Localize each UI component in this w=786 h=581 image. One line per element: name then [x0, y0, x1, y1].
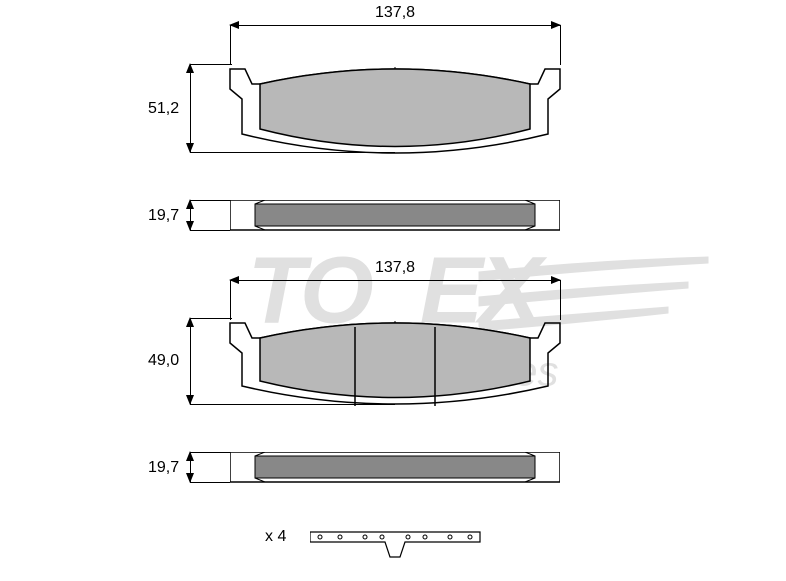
dim-line-pad1-thick	[190, 200, 191, 230]
brake-pad-2-front	[210, 318, 580, 418]
clip-accessory	[310, 522, 485, 567]
dim-ext-pad2-bottom	[190, 404, 395, 405]
diagram-container: 137,8 51,2 19,7 137,8	[0, 0, 786, 581]
dim-ext-thick2-bottom	[190, 482, 230, 483]
dim-label-pad2-thick: 19,7	[148, 459, 179, 477]
quantity-label: x 4	[265, 528, 286, 546]
dim-ext-pad1-bottom	[190, 152, 395, 153]
dim-line-pad2-thick	[190, 452, 191, 482]
dim-label-pad2-width: 137,8	[375, 259, 415, 277]
dim-ext-pad1-top	[190, 64, 232, 65]
dim-ext-pad2-left	[230, 280, 231, 320]
dim-line-pad1-height	[190, 64, 191, 152]
dim-ext-thick2-top	[190, 452, 230, 453]
dim-label-pad2-height: 49,0	[148, 352, 179, 370]
dim-ext-thick1-bottom	[190, 230, 230, 231]
brake-pad-1-front	[210, 64, 580, 164]
brake-pad-2-side	[230, 452, 560, 492]
dim-line-pad2-height	[190, 318, 191, 404]
dim-ext-thick1-top	[190, 200, 230, 201]
dim-line-pad1-width	[230, 25, 560, 26]
dim-label-pad1-thick: 19,7	[148, 207, 179, 225]
dim-ext-pad1-right	[560, 25, 561, 65]
dim-line-pad2-width	[230, 280, 560, 281]
dim-label-pad1-height: 51,2	[148, 100, 179, 118]
dim-ext-pad2-right	[560, 280, 561, 320]
brake-pad-1-side	[230, 200, 560, 240]
dim-ext-pad1-left	[230, 25, 231, 65]
dim-label-pad1-width: 137,8	[375, 4, 415, 22]
dim-ext-pad2-top	[190, 318, 232, 319]
